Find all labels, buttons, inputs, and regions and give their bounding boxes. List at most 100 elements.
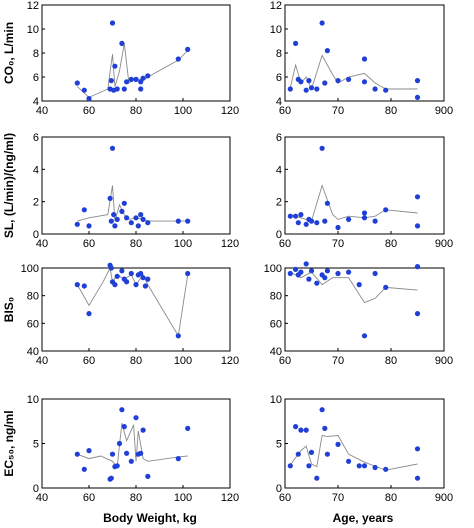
x-tick-label: 120 [221,105,239,117]
data-point [133,215,139,221]
trend-line [289,434,418,471]
data-point [361,56,368,62]
data-point [119,40,125,47]
y-tick-label: 40 [270,346,282,358]
x-tick-label: 60 [279,355,291,367]
plot-frame [41,4,231,102]
data-point [128,270,134,277]
trend-line [289,54,418,91]
x-tick-label: 80 [385,238,397,250]
y-tick-label: 60 [270,318,282,330]
x-tick-label: 40 [36,355,48,367]
data-point [293,213,299,219]
y-tick-label: 5 [276,439,282,451]
y-tick-label: 4 [33,164,39,176]
x-tick-label: 60 [279,492,291,504]
x-tick-label: 900 [435,492,453,504]
y-tick-label: 100 [21,263,39,275]
x-tick-label: 60 [83,238,95,250]
data-point [109,20,116,26]
data-point [86,96,92,102]
data-point [414,223,421,229]
x-tick-label: 40 [36,492,48,504]
y-tick-label: 0 [33,483,39,495]
y-tick-label: 10 [270,394,282,406]
trend-line [76,43,189,98]
y-axis-label: SL, (L/min)/(ng/ml) [2,133,16,238]
data-point [295,220,301,226]
data-point [138,270,144,277]
data-point [133,282,139,288]
data-point [121,200,127,206]
data-point [346,76,352,82]
data-point [322,80,328,86]
y-tick-label: 5 [33,439,39,451]
data-point [414,264,421,270]
data-point [74,80,80,86]
data-point [140,75,146,81]
y-tick-label: 4 [276,164,282,176]
x-tick-label: 100 [174,355,192,367]
data-point [293,40,299,47]
data-point [114,273,120,279]
trend-line [76,266,189,338]
data-point [116,440,123,447]
x-tick-label: 60 [83,105,95,117]
data-point [295,451,301,457]
y-tick-label: 80 [270,291,282,303]
x-tick-label: 40 [36,238,48,250]
x-tick-label: 100 [174,492,192,504]
x-tick-label: 60 [83,355,95,367]
data-point [119,407,125,413]
y-tick-label: 6 [33,72,39,84]
data-point [108,475,114,481]
data-point [175,456,181,462]
data-point [128,76,134,82]
x-tick-label: 80 [385,355,397,367]
x-tick-label: 80 [385,105,397,117]
data-point [145,276,151,282]
data-point [372,464,378,471]
data-point [108,78,114,84]
data-point [324,200,330,206]
data-point [335,78,341,84]
panel-4: 40 60 80 100 120 40 60 80 100 BIS₀ [2,262,239,367]
x-tick-label: 60 [279,105,291,117]
data-point [324,451,330,457]
plot-frame [41,398,231,489]
data-point [119,268,125,274]
data-point [303,221,309,227]
data-point [361,210,368,216]
x-tick-label: 900 [435,238,453,250]
trend-line [290,271,418,304]
data-point [324,268,330,274]
data-point [383,466,389,472]
data-point [109,145,116,151]
data-point [372,86,378,92]
data-point [293,266,299,272]
data-point [314,86,320,92]
data-point [185,218,191,224]
data-point [114,86,120,92]
y-tick-label: 6 [33,132,39,144]
data-point [335,224,341,231]
data-point [324,48,330,54]
x-tick-label: 70 [332,355,344,367]
y-tick-label: 8 [33,48,39,60]
data-point [383,284,389,290]
data-point [306,463,312,469]
data-point [356,282,362,288]
data-point [81,283,87,289]
x-tick-label: 80 [385,492,397,504]
data-point [112,282,118,288]
data-point [314,280,320,286]
data-point [81,466,87,472]
data-point [298,212,304,218]
data-point [133,415,139,421]
data-point [135,223,141,229]
y-tick-label: 6 [276,132,282,144]
data-point [287,270,293,277]
y-tick-label: 0 [33,229,39,241]
trend-line [290,184,418,222]
